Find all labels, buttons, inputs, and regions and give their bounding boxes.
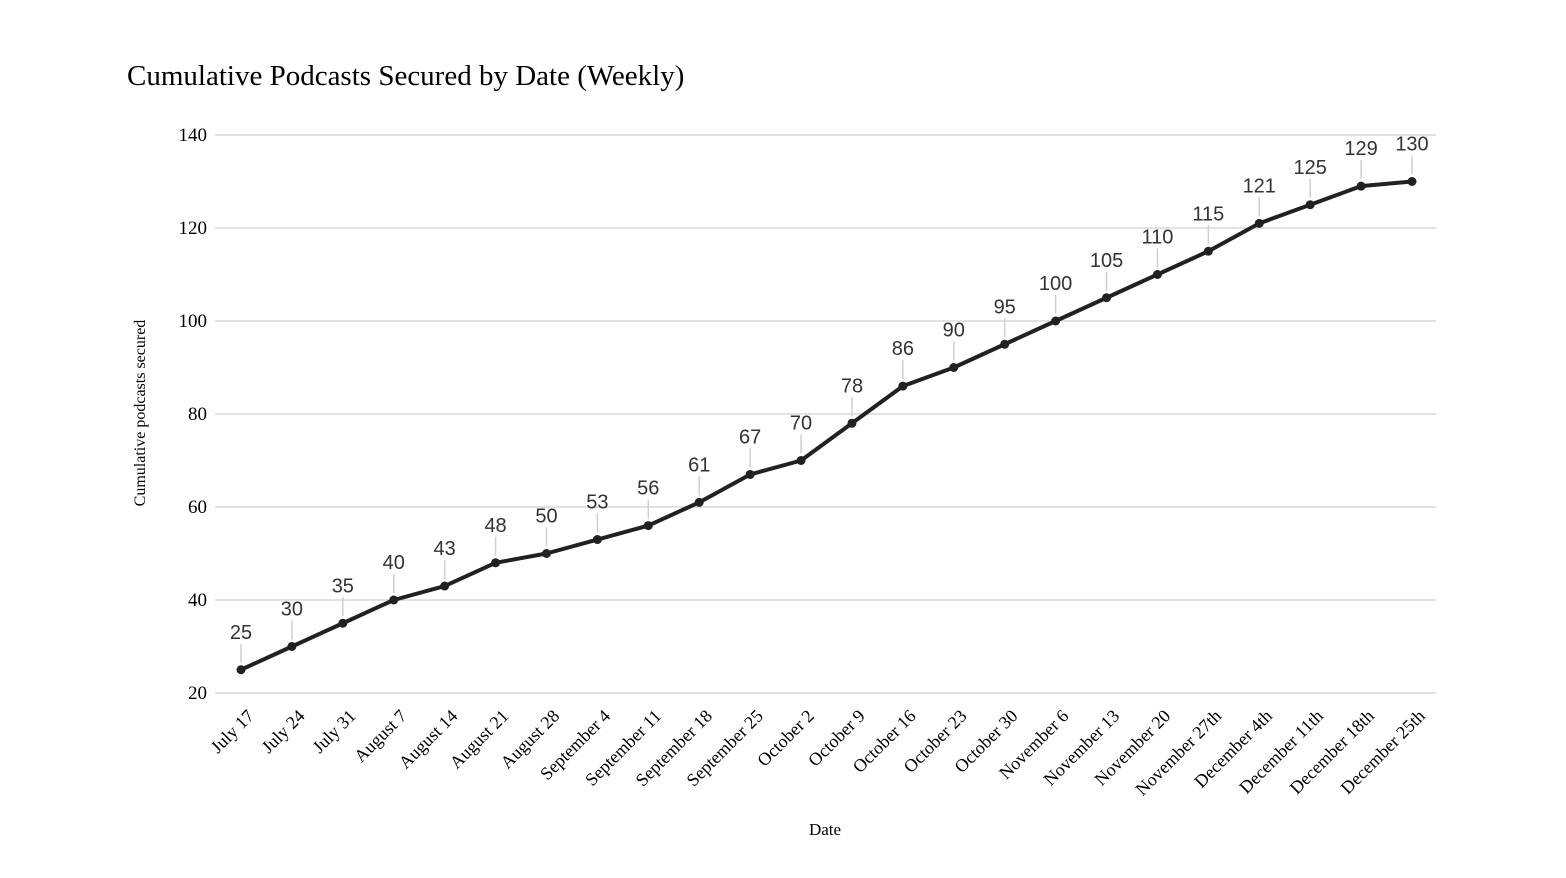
data-point-marker — [338, 618, 348, 628]
data-point-marker — [1203, 246, 1213, 256]
data-point-marker — [949, 363, 959, 372]
data-point-label: 105 — [1090, 250, 1123, 272]
data-point-marker — [1356, 181, 1366, 191]
chart-title: Cumulative Podcasts Secured by Date (Wee… — [127, 60, 685, 92]
data-point-marker — [745, 469, 755, 479]
data-point-label: 43 — [434, 538, 456, 560]
y-axis-tick-label: 120 — [179, 218, 208, 239]
data-point-label: 25 — [230, 622, 252, 644]
y-axis-tick-label: 40 — [188, 590, 207, 611]
data-point-marker — [1152, 270, 1162, 279]
data-point-marker — [541, 549, 551, 558]
data-point-label: 115 — [1192, 203, 1224, 225]
data-point-label: 86 — [892, 338, 914, 360]
series-line — [239, 179, 1414, 672]
data-point-marker — [1254, 218, 1264, 228]
data-point-marker — [287, 642, 297, 651]
data-point-label: 48 — [484, 515, 506, 537]
data-point-label: 50 — [535, 506, 557, 528]
data-point-label: 56 — [637, 478, 659, 500]
data-point-label: 30 — [281, 599, 303, 621]
data-point-label: 35 — [332, 575, 354, 597]
data-point-marker — [1000, 339, 1010, 349]
data-point-label: 121 — [1243, 175, 1276, 197]
y-axis-tick-label: 100 — [179, 311, 208, 332]
data-point-label: 100 — [1039, 273, 1072, 295]
data-point-marker — [1102, 293, 1112, 303]
data-point-label: 125 — [1293, 157, 1326, 179]
data-point-label: 110 — [1141, 227, 1173, 249]
data-point-marker — [389, 595, 399, 605]
data-point-label: 78 — [841, 375, 863, 397]
data-point-marker — [236, 665, 246, 675]
data-point-label: 130 — [1395, 134, 1428, 156]
data-point-label: 95 — [994, 296, 1016, 318]
data-point-label: 53 — [586, 492, 608, 514]
data-point-label: 61 — [688, 454, 710, 476]
y-axis-tick-label: 20 — [188, 683, 207, 704]
data-point-label: 40 — [383, 552, 405, 574]
data-point-marker — [592, 535, 602, 545]
data-point-label: 90 — [943, 320, 965, 342]
data-point-marker — [796, 456, 806, 465]
data-point-marker — [1407, 177, 1417, 186]
x-axis-tick-label: July 24 — [257, 706, 308, 757]
data-point-marker — [694, 497, 704, 507]
x-axis-tick-label: July 17 — [207, 706, 258, 757]
data-point-marker — [491, 558, 501, 568]
data-point-label: 70 — [790, 413, 812, 435]
data-point-label: 67 — [739, 426, 761, 448]
x-axis-title: Date — [808, 820, 842, 839]
data-point-marker — [847, 418, 857, 428]
y-axis-tick-label: 60 — [188, 497, 207, 518]
data-point-label: 129 — [1344, 138, 1377, 160]
data-point-marker — [643, 521, 653, 531]
data-point-marker — [1051, 316, 1061, 326]
data-point-marker — [440, 581, 450, 591]
y-axis-tick-label: 80 — [188, 404, 207, 425]
y-axis-tick-label: 140 — [179, 125, 208, 146]
data-point-marker — [898, 381, 908, 391]
data-point-marker — [1305, 200, 1315, 210]
